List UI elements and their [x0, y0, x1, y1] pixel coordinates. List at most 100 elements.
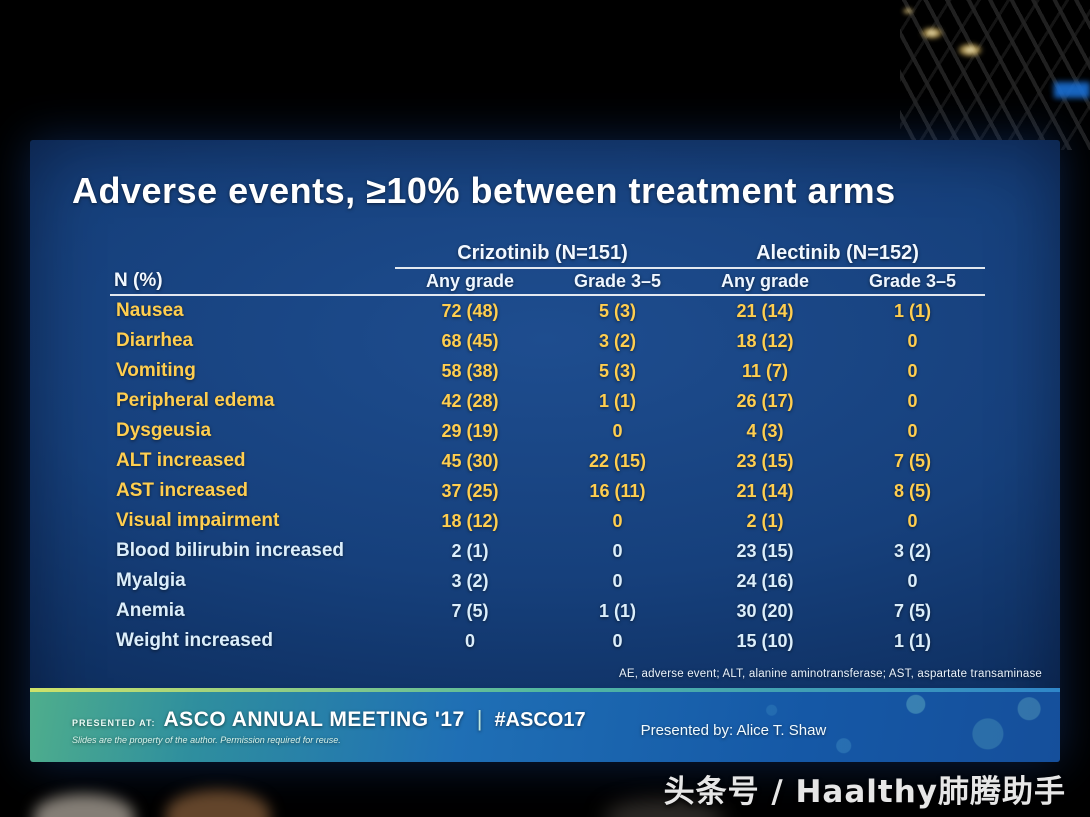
cell: 3 (2): [598, 330, 636, 351]
cell: 1 (1): [598, 390, 636, 411]
watermark-text: 头条号 / Haalthy肺腾助手: [663, 774, 1066, 810]
cell: 5 (3): [598, 360, 636, 381]
cell: 0: [612, 540, 623, 561]
cell: 42 (28): [441, 390, 499, 411]
cell: 0: [612, 630, 623, 651]
asco-banner: PRESENTED AT: ASCO ANNUAL MEETING '17 | …: [30, 688, 1060, 762]
reuse-note: Slides are the property of the author. P…: [72, 734, 341, 745]
corner-label: N (%): [110, 268, 395, 296]
table-row: Anemia 7 (5) 1 (1) 30 (20) 7 (5): [110, 596, 985, 626]
audience-head: [166, 790, 270, 817]
cell: 0: [907, 330, 918, 351]
cell: 21 (14): [736, 480, 794, 501]
cell: 3 (2): [893, 540, 931, 561]
row-label: Anemia: [116, 600, 185, 621]
cell: 0: [612, 570, 623, 591]
meeting-hashtag: #ASCO17: [494, 708, 586, 731]
group-header-crizotinib: Crizotinib (N=151): [395, 240, 690, 269]
cell: 1 (1): [893, 630, 931, 651]
cell: 7 (5): [893, 450, 931, 471]
blue-stage-light: [1054, 82, 1090, 98]
table-row: Peripheral edema 42 (28) 1 (1) 26 (17) 0: [110, 386, 985, 416]
cell: 45 (30): [441, 450, 499, 471]
banner-meeting-block: PRESENTED AT: ASCO ANNUAL MEETING '17 | …: [72, 706, 586, 745]
row-label: AST increased: [116, 480, 248, 501]
cell: 2 (1): [746, 510, 784, 531]
table-row: AST increased 37 (25) 16 (11) 21 (14) 8 …: [110, 476, 985, 506]
cell: 16 (11): [589, 480, 646, 501]
cell: 21 (14): [736, 300, 794, 321]
table-row: Visual impairment 18 (12) 0 2 (1) 0: [110, 506, 985, 536]
presented-at-label: PRESENTED AT:: [72, 717, 156, 728]
cell: 0: [907, 510, 918, 531]
cell: 37 (25): [441, 480, 499, 501]
table-row: Vomiting 58 (38) 5 (3) 11 (7) 0: [110, 356, 985, 386]
cell: 1 (1): [598, 600, 636, 621]
cell: 5 (3): [598, 300, 636, 321]
cell: 8 (5): [893, 480, 931, 501]
cell: 26 (17): [736, 390, 794, 411]
cell: 23 (15): [736, 450, 794, 471]
cell: 7 (5): [451, 600, 489, 621]
table-subheader-row: N (%) Any grade Grade 3–5 Any grade Grad…: [110, 266, 985, 296]
cell: 0: [907, 570, 918, 591]
row-label: Diarrhea: [116, 330, 194, 351]
row-label: Vomiting: [116, 360, 196, 381]
cell: 7 (5): [893, 600, 931, 621]
row-label: ALT increased: [116, 450, 246, 471]
cell: 0: [612, 510, 623, 531]
cell: 0: [464, 630, 475, 651]
cell: 11 (7): [741, 360, 789, 381]
stage-light-glow: [900, 6, 916, 16]
row-label: Weight increased: [116, 630, 273, 651]
group-header-alectinib: Alectinib (N=152): [690, 240, 985, 269]
abbreviations-footnote: AE, adverse event; ALT, alanine aminotra…: [618, 668, 1042, 680]
row-label: Blood bilirubin increased: [116, 540, 345, 561]
table-row: Diarrhea 68 (45) 3 (2) 18 (12) 0: [110, 326, 985, 356]
meeting-name: ASCO ANNUAL MEETING '17: [163, 707, 465, 731]
table-row: Dysgeusia 29 (19) 0 4 (3) 0: [110, 416, 985, 446]
row-label: Myalgia: [116, 570, 186, 591]
table-row: ALT increased 45 (30) 22 (15) 23 (15) 7 …: [110, 446, 985, 476]
table-row: Weight increased 0 0 15 (10) 1 (1): [110, 626, 985, 656]
stage-light-glow: [916, 24, 948, 42]
cell: 3 (2): [451, 570, 489, 591]
cell: 18 (12): [441, 510, 499, 531]
cell: 4 (3): [746, 420, 784, 441]
subheader-grade-3-5: Grade 3–5: [545, 269, 690, 296]
cell: 0: [907, 360, 918, 381]
cell: 22 (15): [588, 450, 647, 471]
subheader-any-grade: Any grade: [690, 269, 840, 296]
cell: 1 (1): [893, 300, 931, 321]
lighting-truss: [900, 0, 1090, 150]
presenter-credit: Presented by: Alice T. Shaw: [640, 721, 827, 739]
subheader-any-grade: Any grade: [395, 269, 545, 296]
cell: 58 (38): [441, 360, 499, 381]
cell: 24 (16): [736, 570, 794, 591]
presentation-slide: Adverse events, ≥10% between treatment a…: [30, 140, 1060, 762]
cell: 68 (45): [441, 330, 499, 351]
table-row: Nausea 72 (48) 5 (3) 21 (14) 1 (1): [110, 296, 985, 326]
table-row: Blood bilirubin increased 2 (1) 0 23 (15…: [110, 536, 985, 566]
banner-line: PRESENTED AT: ASCO ANNUAL MEETING '17 | …: [72, 706, 586, 732]
table-row: Myalgia 3 (2) 0 24 (16) 0: [110, 566, 985, 596]
row-label: Peripheral edema: [116, 390, 275, 411]
cell: 18 (12): [736, 330, 794, 351]
cell: 30 (20): [736, 600, 794, 621]
slide-title: Adverse events, ≥10% between treatment a…: [72, 170, 896, 211]
cell: 23 (15): [736, 540, 794, 561]
stage-light-glow: [952, 40, 988, 60]
table-group-header-row: Crizotinib (N=151) Alectinib (N=152): [110, 240, 985, 269]
audience-head: [34, 794, 134, 817]
audience-head: [606, 800, 722, 817]
cell: 72 (48): [441, 300, 499, 321]
cell: 15 (10): [736, 630, 794, 651]
cell: 0: [612, 420, 623, 441]
cell: 29 (19): [441, 420, 499, 441]
cell: 2 (1): [451, 540, 489, 561]
banner-divider: |: [476, 705, 483, 731]
subheader-grade-3-5: Grade 3–5: [840, 269, 985, 296]
row-label: Dysgeusia: [116, 420, 212, 441]
cell: 0: [907, 390, 918, 411]
